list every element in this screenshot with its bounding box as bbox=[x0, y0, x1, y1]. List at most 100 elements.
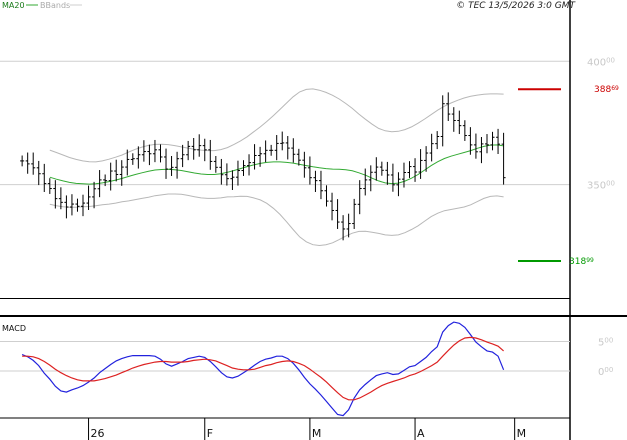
price-bar bbox=[164, 148, 169, 179]
price-bar bbox=[280, 131, 285, 151]
price-bar bbox=[247, 154, 252, 176]
main-ytick-label: 40000 bbox=[587, 56, 615, 68]
price-bar bbox=[92, 181, 97, 209]
macd-series-macd bbox=[21, 321, 505, 417]
xtick-label: M bbox=[312, 427, 322, 440]
price-bar bbox=[291, 138, 296, 163]
price-bar bbox=[81, 194, 86, 217]
price-bar bbox=[197, 134, 202, 157]
price-bar bbox=[202, 138, 207, 162]
main-ytick-decimals: 00 bbox=[606, 56, 615, 64]
price-bars bbox=[20, 92, 506, 241]
price-bar bbox=[324, 185, 329, 207]
price-bar bbox=[97, 170, 102, 198]
price-bar bbox=[363, 168, 368, 196]
ma20-polyline bbox=[49, 144, 504, 185]
price-bar bbox=[175, 151, 180, 179]
price-bar bbox=[136, 146, 141, 169]
price-bar bbox=[341, 215, 346, 241]
price-bar bbox=[42, 163, 47, 192]
price-bar bbox=[330, 192, 335, 221]
price-bar bbox=[114, 159, 119, 182]
price-bar bbox=[269, 144, 274, 156]
price-bar bbox=[496, 128, 501, 155]
price-bar bbox=[130, 153, 135, 165]
price-bar bbox=[25, 152, 30, 174]
price-bar bbox=[152, 139, 157, 163]
price-bar bbox=[346, 213, 351, 238]
price-bar bbox=[119, 160, 124, 186]
price-bar bbox=[424, 146, 429, 172]
price-bar bbox=[435, 131, 440, 150]
price-bar bbox=[186, 140, 191, 161]
support-label-decimals: 99 bbox=[586, 257, 594, 264]
resistance-label: 38869 bbox=[594, 85, 619, 95]
price-bar bbox=[296, 148, 301, 166]
main-ytick-decimals: 00 bbox=[606, 180, 615, 188]
price-bar bbox=[31, 152, 36, 175]
price-bar bbox=[501, 132, 506, 185]
macd-ytick-decimals: 00 bbox=[604, 366, 613, 374]
macd-title: MACD bbox=[2, 324, 26, 333]
price-bar bbox=[235, 160, 240, 186]
resistance-label-decimals: 69 bbox=[611, 85, 619, 92]
macd-ytick-label: 000 bbox=[598, 366, 613, 378]
xtick-label: F bbox=[207, 427, 213, 440]
macd-grid bbox=[0, 341, 570, 419]
price-bar bbox=[390, 163, 395, 192]
price-bar bbox=[86, 185, 91, 210]
price-bar bbox=[357, 180, 362, 215]
legend-bbands: BBands bbox=[40, 1, 70, 10]
price-bar bbox=[125, 149, 130, 176]
price-bar bbox=[285, 136, 290, 160]
price-bar bbox=[224, 163, 229, 186]
price-bar bbox=[379, 161, 384, 176]
price-bar bbox=[352, 198, 357, 229]
price-bar bbox=[219, 158, 224, 185]
xtick-label: 26 bbox=[91, 427, 105, 440]
bollinger-bands bbox=[49, 88, 504, 247]
price-bar bbox=[484, 134, 489, 154]
price-bar bbox=[490, 131, 495, 151]
price-bar bbox=[302, 151, 307, 178]
price-bar bbox=[368, 165, 373, 192]
bb-lower-line bbox=[49, 193, 504, 247]
price-bar bbox=[418, 149, 423, 179]
price-bar bbox=[335, 199, 340, 229]
bb-upper-line bbox=[49, 88, 504, 163]
price-bar bbox=[440, 95, 445, 147]
price-bar bbox=[169, 155, 174, 176]
price-bar bbox=[413, 158, 418, 182]
price-bar bbox=[307, 156, 312, 185]
xtick-label: A bbox=[417, 427, 425, 440]
price-bar bbox=[108, 162, 113, 191]
price-bar bbox=[468, 127, 473, 155]
support-label: 31899 bbox=[569, 257, 594, 267]
price-bar bbox=[58, 187, 63, 210]
price-bar bbox=[241, 160, 246, 176]
price-bar bbox=[141, 140, 146, 162]
price-levels: 38869 31899 bbox=[518, 85, 619, 267]
copyright-timestamp: © TEC 13/5/2026 3:0 GMT bbox=[456, 1, 576, 11]
price-bar bbox=[401, 162, 406, 188]
price-bar bbox=[462, 120, 467, 141]
price-bar bbox=[446, 92, 451, 121]
macd-ytick-label: 500 bbox=[598, 337, 613, 349]
price-bar bbox=[457, 110, 462, 135]
price-bar bbox=[407, 161, 412, 178]
price-bar bbox=[64, 195, 69, 219]
macd-lines bbox=[21, 321, 505, 417]
xtick-label: M bbox=[517, 427, 527, 440]
macd-ytick-decimals: 00 bbox=[604, 337, 613, 345]
legend-ma20: MA20 bbox=[2, 1, 25, 10]
price-bar bbox=[385, 161, 390, 185]
price-bar bbox=[230, 170, 235, 191]
price-bar bbox=[191, 137, 196, 160]
axes: 40000 35000 500 000 26 F M A M bbox=[88, 56, 615, 440]
ma20-line bbox=[49, 144, 504, 185]
price-bar bbox=[75, 198, 80, 212]
price-bar bbox=[263, 140, 268, 163]
price-bar bbox=[252, 144, 257, 170]
